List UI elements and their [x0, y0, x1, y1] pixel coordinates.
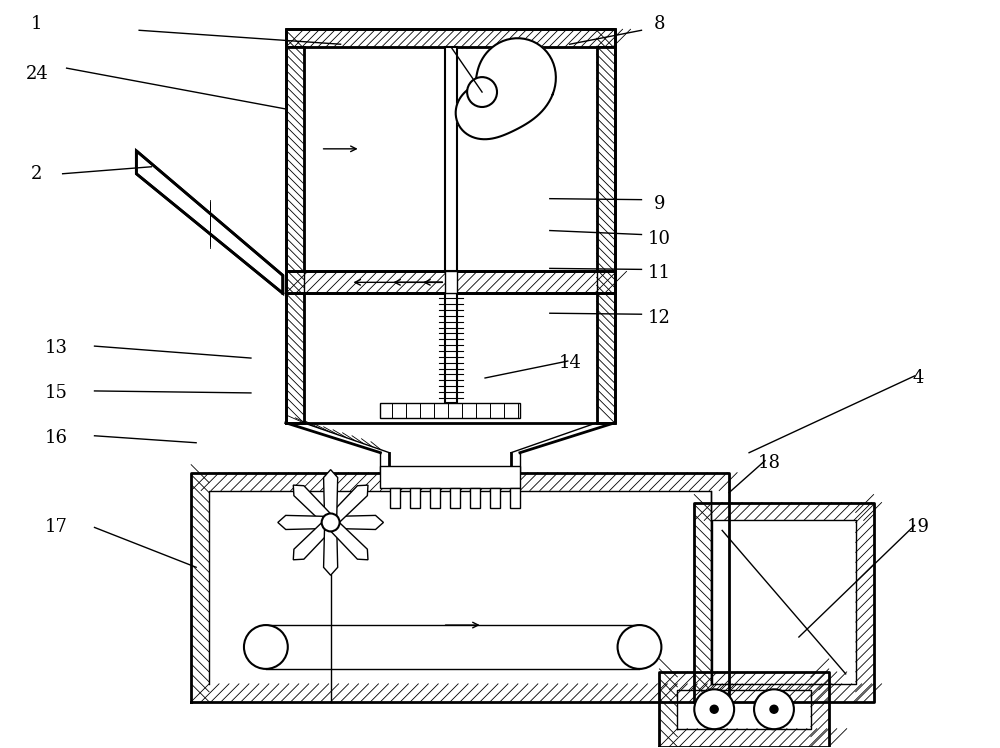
Bar [390, 488, 400, 507]
Bar [430, 488, 440, 507]
Polygon shape [324, 522, 338, 575]
Bar [410, 488, 420, 507]
Polygon shape [326, 518, 368, 560]
Polygon shape [324, 470, 338, 522]
Text: 1: 1 [31, 15, 42, 34]
Polygon shape [278, 515, 331, 530]
Bar [286, 29, 615, 47]
Circle shape [710, 705, 718, 714]
Bar [380, 466, 520, 488]
Text: 11: 11 [648, 264, 671, 283]
Text: 24: 24 [25, 65, 48, 83]
Bar [286, 47, 304, 423]
Polygon shape [293, 485, 335, 527]
Polygon shape [331, 515, 383, 530]
Bar [380, 403, 520, 418]
Bar [445, 272, 457, 293]
Polygon shape [456, 38, 556, 139]
Text: 18: 18 [757, 454, 780, 472]
Text: 12: 12 [648, 309, 671, 327]
Circle shape [770, 705, 778, 714]
Bar [445, 293, 457, 403]
Circle shape [618, 625, 661, 669]
Text: 19: 19 [907, 518, 930, 536]
Bar [510, 488, 520, 507]
Polygon shape [326, 485, 368, 527]
Text: 4: 4 [913, 369, 924, 387]
Circle shape [467, 77, 497, 107]
Circle shape [244, 625, 288, 669]
Bar [450, 488, 460, 507]
Circle shape [322, 513, 340, 531]
Bar [470, 488, 480, 507]
Text: 2: 2 [31, 165, 42, 183]
Text: 8: 8 [654, 15, 665, 34]
Bar [286, 272, 615, 293]
Text: 10: 10 [648, 230, 671, 248]
Polygon shape [136, 151, 283, 293]
Circle shape [754, 690, 794, 729]
Text: 13: 13 [45, 339, 68, 357]
Text: 9: 9 [654, 194, 665, 212]
Bar [597, 47, 615, 423]
Text: 16: 16 [45, 429, 68, 447]
Bar [445, 47, 457, 272]
Text: 17: 17 [45, 518, 68, 536]
Text: 14: 14 [558, 354, 581, 372]
Polygon shape [293, 518, 335, 560]
Text: 15: 15 [45, 384, 68, 402]
Bar [490, 488, 500, 507]
Circle shape [694, 690, 734, 729]
